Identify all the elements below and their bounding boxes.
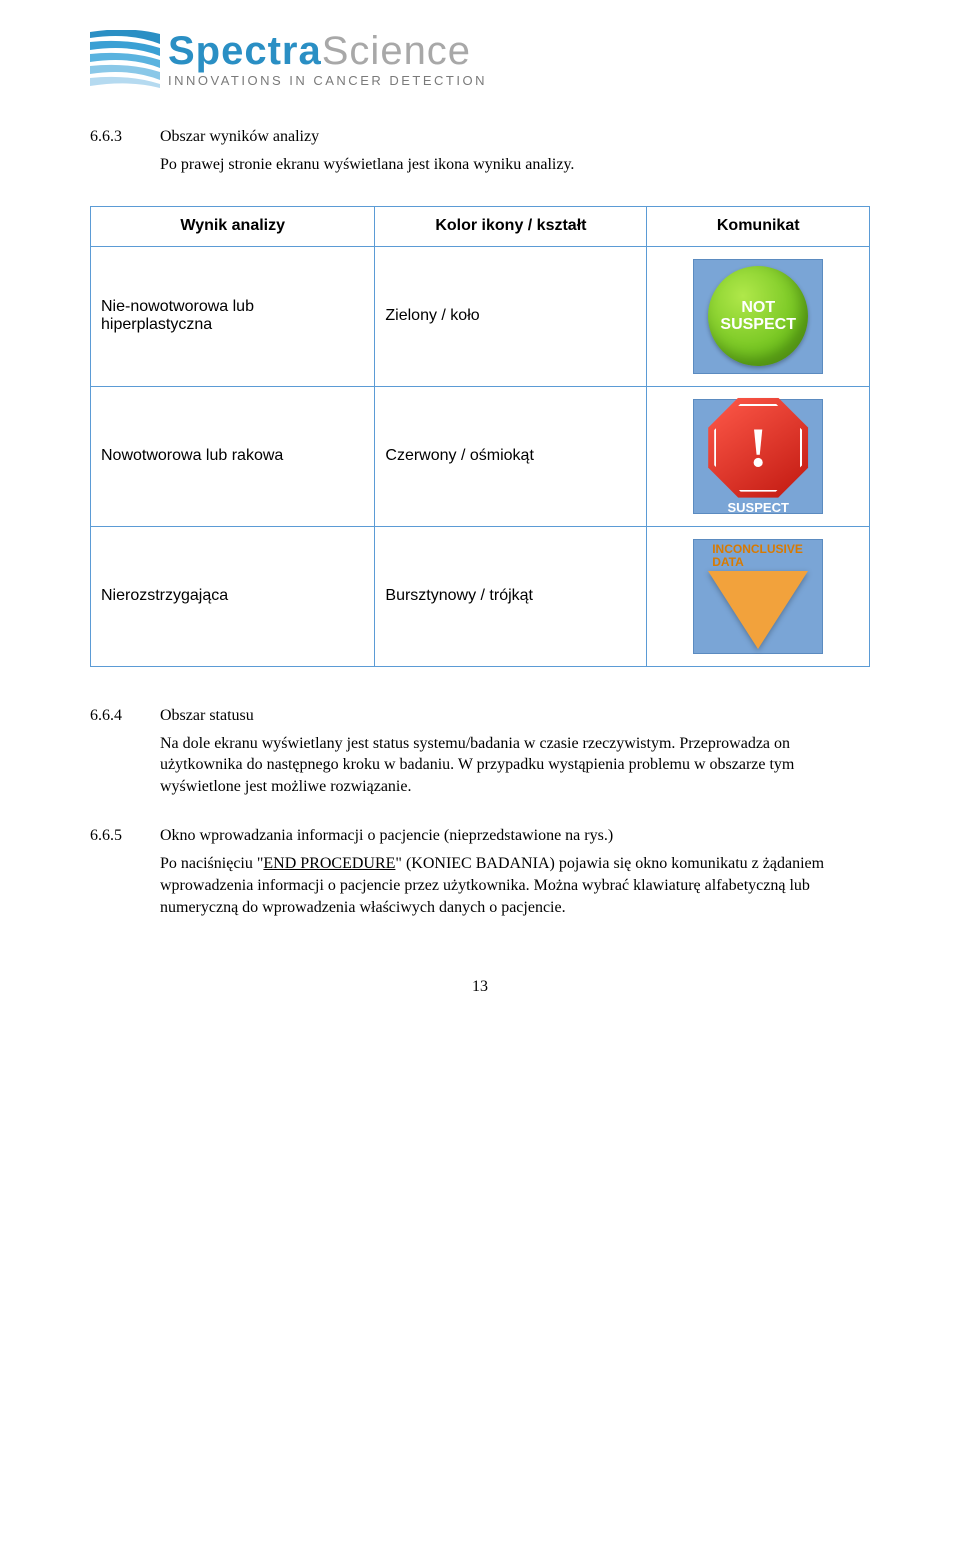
results-table: Wynik analizy Kolor ikony / kształt Komu… [90, 206, 870, 667]
cell-color-shape: Czerwony / ośmiokąt [375, 386, 647, 526]
section-heading-665: 6.6.5 Okno wprowadzania informacji o pac… [90, 827, 870, 845]
th-message: Komunikat [647, 206, 870, 246]
cell-color-shape: Bursztynowy / trójkąt [375, 526, 647, 666]
section-number: 6.6.5 [90, 827, 160, 845]
section-title: Okno wprowadzania informacji o pacjencie… [160, 827, 870, 845]
inconclusive-icon: INCONCLUSIVE DATA [693, 539, 823, 654]
page-number: 13 [90, 978, 870, 996]
brand-logo: SpectraScience INNOVATIONS IN CANCER DET… [90, 30, 870, 88]
logo-name: SpectraScience [168, 31, 487, 71]
cell-result: Nowotworowa lub rakowa [91, 386, 375, 526]
icon-label-inconclusive: INCONCLUSIVE DATA [712, 543, 803, 569]
not-suspect-icon: NOT SUSPECT [693, 259, 823, 374]
amber-triangle-icon [708, 571, 808, 649]
cell-color-shape: Zielony / koło [375, 246, 647, 386]
end-procedure-link: END PROCEDURE [263, 855, 395, 872]
cell-result: Nie-nowotworowa lub hiperplastyczna [91, 246, 375, 386]
logo-bold: Spectra [168, 29, 322, 73]
th-result: Wynik analizy [91, 206, 375, 246]
logo-tagline: INNOVATIONS IN CANCER DETECTION [168, 73, 487, 88]
section-number: 6.6.3 [90, 128, 160, 146]
table-row: Nowotworowa lub rakowa Czerwony / ośmiok… [91, 386, 870, 526]
table-header-row: Wynik analizy Kolor ikony / kształt Komu… [91, 206, 870, 246]
document-page: SpectraScience INNOVATIONS IN CANCER DET… [0, 0, 960, 1036]
section-title: Obszar statusu [160, 707, 870, 725]
section-heading-663: 6.6.3 Obszar wyników analizy [90, 128, 870, 146]
logo-text: SpectraScience INNOVATIONS IN CANCER DET… [168, 31, 487, 88]
table-row: Nie-nowotworowa lub hiperplastyczna Ziel… [91, 246, 870, 386]
exclaim-icon: ! [749, 420, 768, 476]
section-body-663: Po prawej stronie ekranu wyświetlana jes… [160, 154, 870, 176]
section-body-665: Po naciśnięciu "END PROCEDURE" (KONIEC B… [160, 853, 870, 918]
red-octagon-icon: ! [708, 398, 808, 498]
cell-icon: ! SUSPECT [647, 386, 870, 526]
cell-icon: NOT SUSPECT [647, 246, 870, 386]
icon-label-line2: SUSPECT [720, 316, 796, 334]
section-body-664: Na dole ekranu wyświetlany jest status s… [160, 733, 870, 798]
section-663-text: Po prawej stronie ekranu wyświetlana jes… [160, 154, 870, 176]
logo-mark-icon [90, 30, 160, 88]
logo-light: Science [322, 29, 471, 73]
section-title: Obszar wyników analizy [160, 128, 870, 146]
icon-label-suspect: SUSPECT [728, 500, 789, 515]
icon-label-line1: NOT [741, 299, 775, 317]
section-665-text: Po naciśnięciu "END PROCEDURE" (KONIEC B… [160, 853, 870, 918]
suspect-icon: ! SUSPECT [693, 399, 823, 514]
section-heading-664: 6.6.4 Obszar statusu [90, 707, 870, 725]
cell-icon: INCONCLUSIVE DATA [647, 526, 870, 666]
section-664-text: Na dole ekranu wyświetlany jest status s… [160, 733, 870, 798]
table-row: Nierozstrzygająca Bursztynowy / trójkąt … [91, 526, 870, 666]
cell-result: Nierozstrzygająca [91, 526, 375, 666]
th-color-shape: Kolor ikony / kształt [375, 206, 647, 246]
section-number: 6.6.4 [90, 707, 160, 725]
green-circle-icon: NOT SUSPECT [708, 266, 808, 366]
